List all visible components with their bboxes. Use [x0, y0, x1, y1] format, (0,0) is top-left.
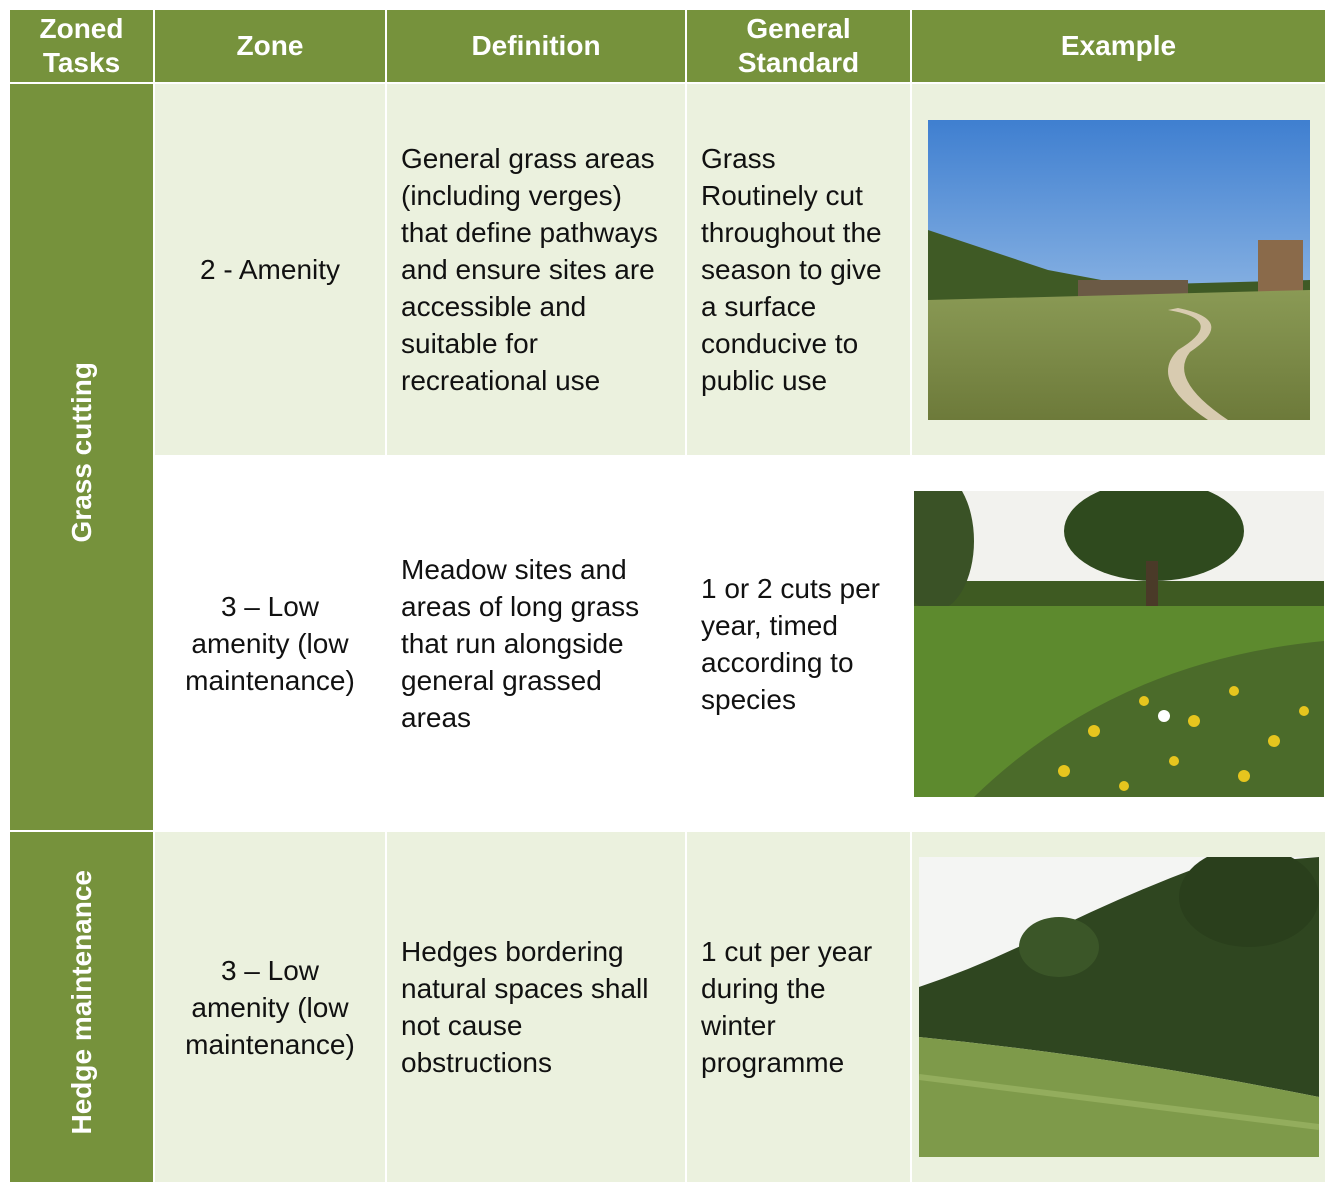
definition-cell: Meadow sites and areas of long grass tha…	[385, 455, 687, 832]
row: 3 – Low amenity (low maintenance) Meadow…	[9, 455, 1327, 832]
header-cell: Definition	[385, 8, 687, 84]
header-cell: General Standard	[685, 8, 912, 84]
example-cell	[910, 830, 1327, 1184]
example-photo	[927, 119, 1310, 420]
definition-cell: General grass areas (including verges) t…	[385, 82, 687, 457]
row: Hedge maintenance 3 – Low amenity (low m…	[8, 830, 1327, 1184]
task-label: Grass cutting	[66, 362, 97, 543]
task-label: Hedge maintenance	[66, 870, 97, 1135]
task-cell: Grass cutting	[8, 82, 155, 832]
standard-cell: Grass Routinely cut throughout the seaso…	[685, 82, 912, 457]
standard-cell: 1 cut per year during the winter program…	[685, 830, 912, 1184]
zone-cell: 3 – Low amenity (low maintenance)	[153, 455, 387, 832]
task-cell: Hedge maintenance	[8, 830, 155, 1184]
example-cell	[910, 455, 1327, 832]
header-cell: Zone	[153, 8, 387, 84]
example-photo	[918, 857, 1319, 1157]
zone-cell: 2 - Amenity	[153, 82, 387, 457]
definition-cell: Hedges bordering natural spaces shall no…	[385, 830, 687, 1184]
header-row: Zoned Tasks Zone Definition General Stan…	[8, 8, 1327, 84]
example-photo	[913, 490, 1324, 797]
standard-cell: 1 or 2 cuts per year, timed according to…	[685, 455, 912, 832]
row: Grass cutting 2 - Amenity General grass …	[8, 82, 1327, 832]
example-cell	[910, 82, 1327, 457]
header-cell: Example	[910, 8, 1327, 84]
zone-cell: 3 – Low amenity (low maintenance)	[153, 830, 387, 1184]
header-cell: Zoned Tasks	[8, 8, 155, 84]
zone-table: Zoned Tasks Zone Definition General Stan…	[8, 8, 1327, 1184]
